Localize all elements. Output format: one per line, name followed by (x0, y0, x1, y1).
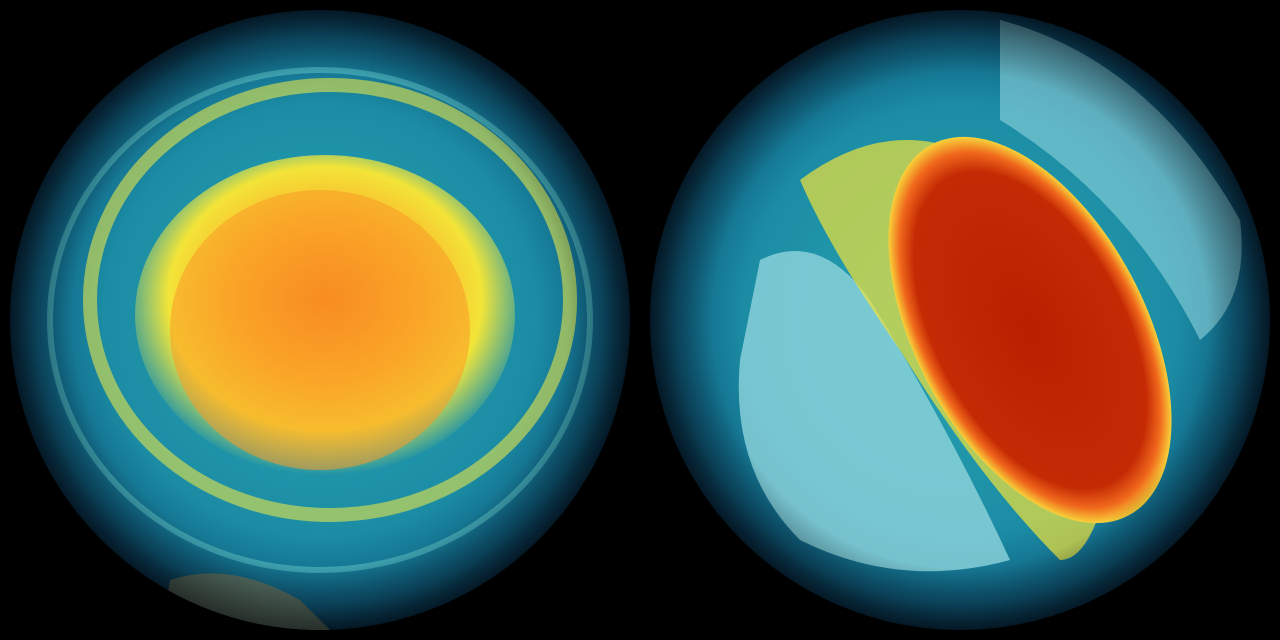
right-globe (650, 10, 1270, 630)
left-globe (10, 10, 630, 630)
